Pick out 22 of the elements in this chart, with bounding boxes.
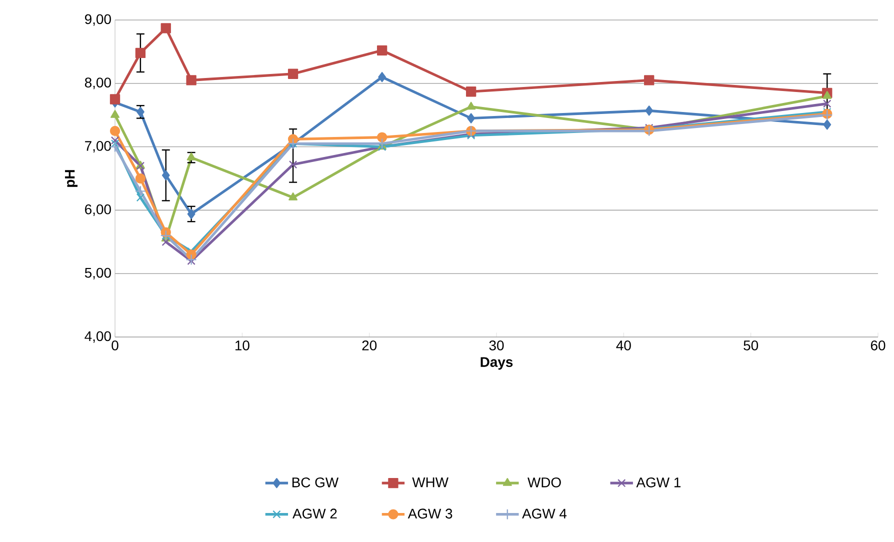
y-tick-label: 7,00: [85, 141, 111, 153]
legend-label: AGW 4: [522, 508, 567, 519]
legend-label: AGW 2: [292, 508, 337, 519]
y-tick-label: 8,00: [84, 78, 111, 90]
y-tick-label: 6,00: [85, 204, 111, 216]
legend-label: AGW 3: [408, 508, 452, 519]
x-tick-label: 20: [362, 340, 377, 350]
x-tick-label: 40: [616, 340, 631, 350]
x-tick-label: 60: [870, 340, 886, 350]
x-tick-label: 10: [235, 340, 250, 350]
y-axis-title: pH: [65, 170, 78, 187]
y-tick-label: 5,00: [84, 268, 111, 280]
x-tick-label: 50: [744, 340, 758, 350]
legend-label: BC GW: [292, 477, 339, 488]
legend-label: WHW: [412, 478, 448, 488]
x-tick-label: 30: [489, 340, 504, 350]
legend-label: WDO: [528, 477, 561, 488]
y-tick-label: 4,00: [84, 331, 111, 343]
y-tick-label: 9,00: [85, 14, 111, 26]
legend-label: AGW 1: [636, 477, 680, 488]
x-tick-label: 0: [112, 340, 118, 350]
x-axis-title: Days: [480, 357, 513, 370]
